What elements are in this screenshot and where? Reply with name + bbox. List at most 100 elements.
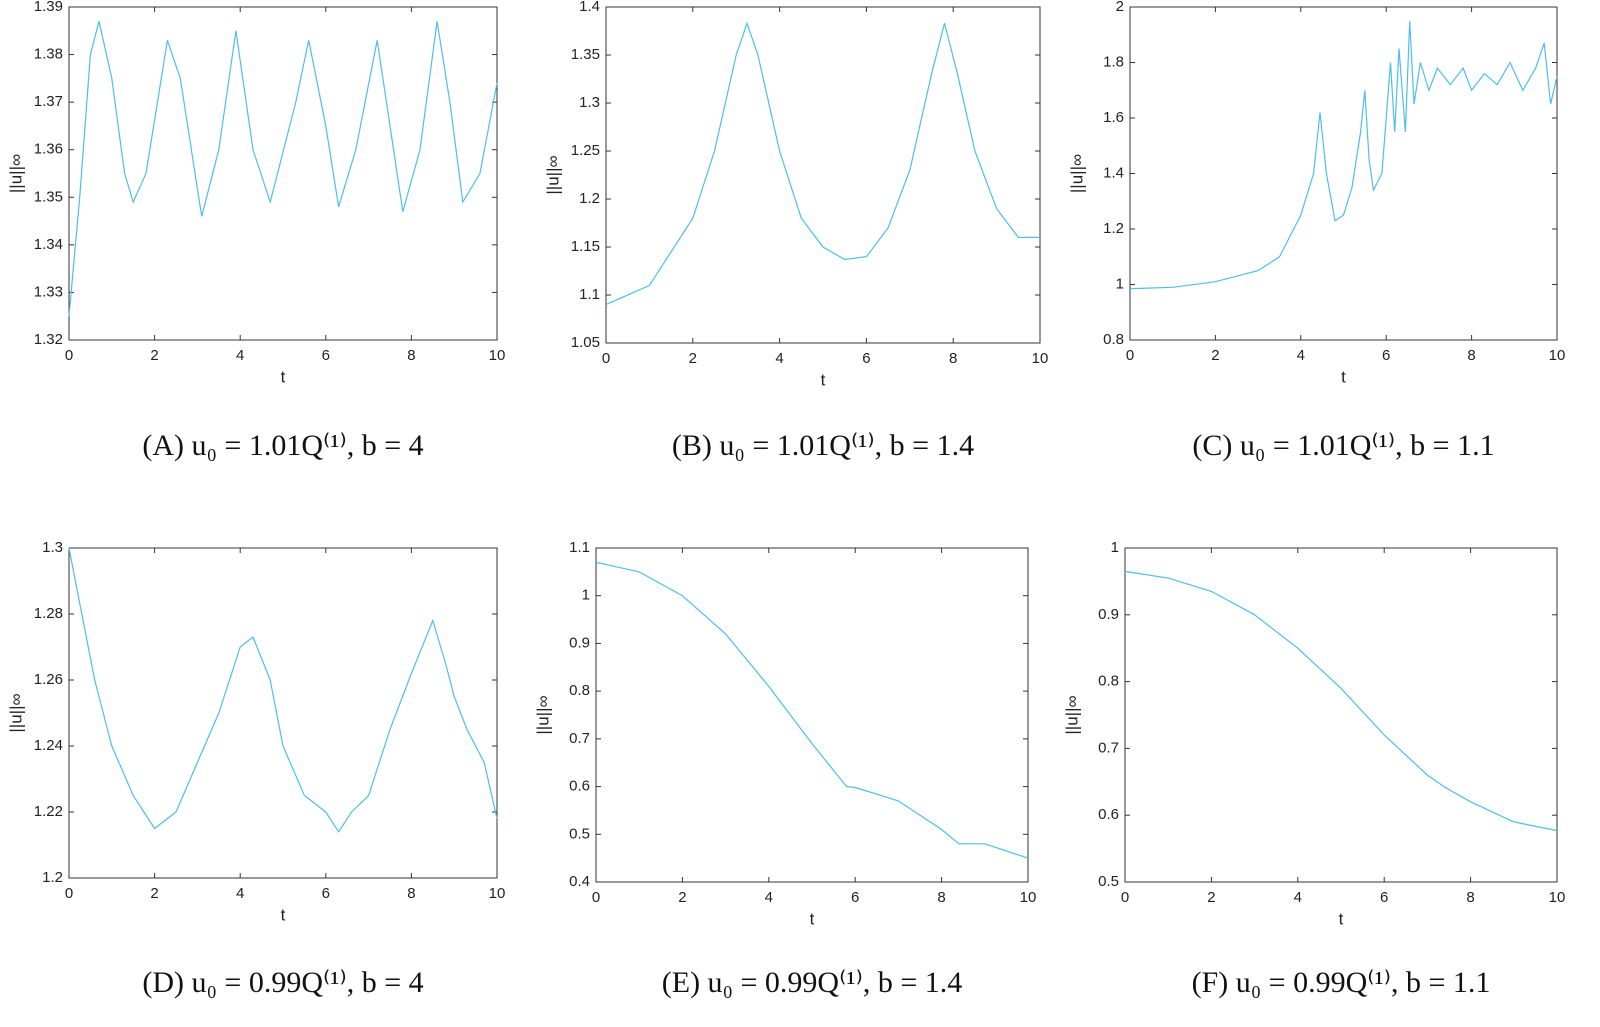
- y-tick-label: 0.8: [1103, 331, 1124, 348]
- data-line: [68, 547, 498, 833]
- x-tick-label: 4: [765, 889, 773, 906]
- y-tick-label: 1.38: [34, 46, 63, 63]
- y-tick-label: 0.8: [569, 682, 590, 699]
- y-tick-label: 1.22: [34, 803, 63, 820]
- x-tick-label: 6: [1382, 347, 1390, 364]
- x-axis-label: t: [281, 905, 286, 924]
- x-tick-label: 6: [322, 885, 330, 902]
- x-tick-label: 10: [1020, 889, 1037, 906]
- y-axis-label: ||u||∞: [1062, 695, 1081, 734]
- x-tick-label: 0: [1126, 347, 1134, 364]
- y-tick-label: 2: [1116, 0, 1124, 15]
- y-tick-label: 1.26: [34, 671, 63, 688]
- data-line: [595, 561, 1029, 859]
- axes-frame: [1124, 547, 1558, 883]
- x-tick-label: 4: [1294, 889, 1302, 906]
- x-tick-label: 8: [1466, 889, 1474, 906]
- y-tick-label: 0.5: [1098, 873, 1119, 890]
- y-tick-label: 1.34: [34, 236, 63, 253]
- y-tick-label: 1.1: [569, 539, 590, 556]
- y-tick-label: 1.2: [42, 869, 63, 886]
- y-tick-label: 1.1: [579, 286, 600, 303]
- x-tick-label: 6: [851, 889, 859, 906]
- x-tick-label: 6: [322, 347, 330, 364]
- caption: (D) u₀ = 0.99Q⁽¹⁾, b = 4: [142, 966, 423, 999]
- x-tick-label: 10: [1032, 350, 1049, 367]
- y-tick-label: 1.37: [34, 93, 63, 110]
- x-tick-label: 8: [937, 889, 945, 906]
- x-tick-label: 0: [1121, 889, 1129, 906]
- x-tick-label: 10: [489, 347, 506, 364]
- x-tick-label: 6: [1380, 889, 1388, 906]
- y-tick-label: 0.7: [1098, 739, 1119, 756]
- data-line: [68, 21, 498, 317]
- y-tick-label: 0.9: [1098, 606, 1119, 623]
- caption: (B) u₀ = 1.01Q⁽¹⁾, b = 1.4: [672, 429, 974, 462]
- x-tick-label: 4: [236, 347, 244, 364]
- x-axis-label: t: [1339, 909, 1344, 928]
- x-tick-label: 8: [1467, 347, 1475, 364]
- y-tick-label: 1.32: [34, 331, 63, 348]
- y-tick-label: 1.8: [1103, 53, 1124, 70]
- y-tick-label: 1.6: [1103, 109, 1124, 126]
- y-axis-label: ||u||∞: [1067, 154, 1086, 193]
- x-tick-label: 8: [407, 347, 415, 364]
- caption: (A) u₀ = 1.01Q⁽¹⁾, b = 4: [142, 429, 423, 462]
- y-tick-label: 1.3: [42, 539, 63, 556]
- data-line: [1129, 20, 1558, 290]
- x-tick-label: 2: [150, 885, 158, 902]
- y-tick-label: 1.33: [34, 283, 63, 300]
- caption: (C) u₀ = 1.01Q⁽¹⁾, b = 1.1: [1192, 429, 1494, 462]
- caption: (F) u₀ = 0.99Q⁽¹⁾, b = 1.1: [1192, 966, 1491, 999]
- x-axis-label: t: [821, 370, 826, 389]
- data-line: [1124, 570, 1558, 832]
- axes-frame: [68, 6, 498, 341]
- x-tick-label: 10: [489, 885, 506, 902]
- y-tick-label: 1.24: [34, 737, 63, 754]
- y-axis-label: ||u||∞: [6, 693, 25, 732]
- x-tick-label: 2: [689, 350, 697, 367]
- y-tick-label: 1.4: [1103, 164, 1124, 181]
- y-tick-label: 1.3: [579, 94, 600, 111]
- y-tick-label: 1: [1111, 539, 1119, 556]
- y-tick-label: 0.6: [1098, 806, 1119, 823]
- y-tick-label: 0.4: [569, 873, 590, 890]
- x-tick-label: 8: [949, 350, 957, 367]
- y-axis-label: ||u||∞: [543, 155, 562, 194]
- y-tick-label: 1.25: [571, 142, 600, 159]
- y-tick-label: 1.2: [579, 190, 600, 207]
- x-axis-label: t: [810, 909, 815, 928]
- caption: (E) u₀ = 0.99Q⁽¹⁾, b = 1.4: [662, 966, 963, 999]
- y-tick-label: 0.5: [569, 825, 590, 842]
- x-tick-label: 2: [678, 889, 686, 906]
- axes-frame: [68, 547, 498, 879]
- y-tick-label: 1: [582, 587, 590, 604]
- x-axis-label: t: [1341, 367, 1346, 386]
- x-tick-label: 8: [407, 885, 415, 902]
- y-tick-label: 1.28: [34, 605, 63, 622]
- x-tick-label: 2: [1207, 889, 1215, 906]
- y-axis-label: ||u||∞: [533, 695, 552, 734]
- y-tick-label: 1.15: [571, 238, 600, 255]
- y-tick-label: 1.39: [34, 0, 63, 15]
- x-tick-label: 2: [1211, 347, 1219, 364]
- y-tick-label: 1.36: [34, 141, 63, 158]
- x-tick-label: 0: [602, 350, 610, 367]
- x-axis-label: t: [281, 367, 286, 386]
- y-tick-label: 0.6: [569, 778, 590, 795]
- x-tick-label: 0: [65, 885, 73, 902]
- data-line: [605, 21, 1040, 306]
- y-tick-label: 1.2: [1103, 220, 1124, 237]
- x-tick-label: 4: [775, 350, 783, 367]
- x-tick-label: 10: [1549, 347, 1566, 364]
- x-tick-label: 0: [65, 347, 73, 364]
- x-tick-label: 4: [236, 885, 244, 902]
- y-tick-label: 0.8: [1098, 673, 1119, 690]
- axes-frame: [595, 547, 1029, 883]
- y-tick-label: 1.05: [571, 334, 600, 351]
- x-tick-label: 4: [1297, 347, 1305, 364]
- x-tick-label: 0: [592, 889, 600, 906]
- y-tick-label: 0.7: [569, 730, 590, 747]
- y-tick-label: 1.35: [34, 188, 63, 205]
